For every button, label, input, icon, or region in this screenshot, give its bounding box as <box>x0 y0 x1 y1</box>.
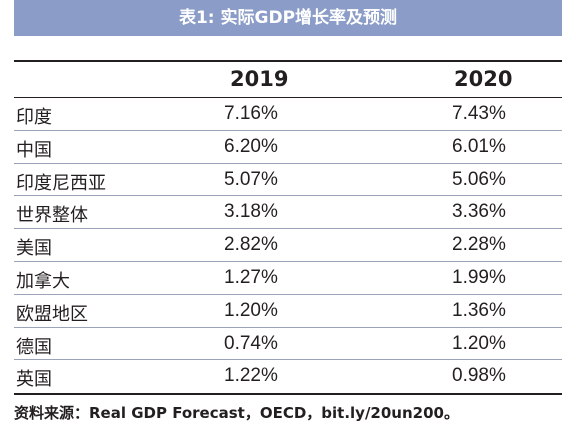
table-row: 美国 2.82% 2.28% <box>14 229 562 262</box>
bottom-rule <box>14 393 562 395</box>
table-row: 中国 6.20% 6.01% <box>14 131 562 164</box>
source-note: 资料来源：Real GDP Forecast，OECD，bit.ly/20un2… <box>14 404 459 422</box>
value-2019: 6.20% <box>224 135 278 157</box>
table-row: 印度 7.16% 7.43% <box>14 98 562 131</box>
top-rule <box>14 60 562 62</box>
row-label: 世界整体 <box>16 205 88 227</box>
value-2020: 1.99% <box>452 266 506 288</box>
value-2020: 6.01% <box>452 135 506 157</box>
value-2019: 5.07% <box>224 168 278 190</box>
value-2019: 3.18% <box>224 201 278 223</box>
value-2019: 1.27% <box>224 266 278 288</box>
table-body: 印度 7.16% 7.43% 中国 6.20% 6.01% 印度尼西亚 5.07… <box>14 98 562 393</box>
value-2019: 7.16% <box>224 103 278 124</box>
value-2020: 7.43% <box>452 103 506 124</box>
row-label: 欧盟地区 <box>16 303 88 325</box>
value-2019: 1.22% <box>224 365 278 387</box>
value-2019: 2.82% <box>224 234 278 256</box>
table-row: 加拿大 1.27% 1.99% <box>14 262 562 295</box>
column-header-2019: 2019 <box>230 67 289 91</box>
table-row: 印度尼西亚 5.07% 5.06% <box>14 164 562 197</box>
value-2020: 2.28% <box>452 234 506 256</box>
row-label: 美国 <box>16 238 52 260</box>
header-rule <box>14 97 562 98</box>
table-header: 2019 2020 <box>14 63 562 97</box>
value-2020: 5.06% <box>452 168 506 190</box>
table-row: 德国 0.74% 1.20% <box>14 328 562 361</box>
value-2020: 0.98% <box>452 365 506 387</box>
value-2020: 3.36% <box>452 201 506 223</box>
value-2019: 0.74% <box>224 332 278 354</box>
table-row: 世界整体 3.18% 3.36% <box>14 196 562 230</box>
value-2020: 1.36% <box>452 299 506 321</box>
value-2020: 1.20% <box>452 332 506 354</box>
table-title: 表1: 实际GDP增长率及预测 <box>14 0 562 36</box>
row-label: 印度 <box>16 107 52 128</box>
row-label: 中国 <box>16 139 52 161</box>
column-header-2020: 2020 <box>454 67 513 91</box>
row-label: 加拿大 <box>16 270 70 292</box>
row-label: 印度尼西亚 <box>16 172 106 194</box>
value-2019: 1.20% <box>224 299 278 321</box>
table-row: 英国 1.22% 0.98% <box>14 360 562 393</box>
row-label: 英国 <box>16 369 52 391</box>
table-row: 欧盟地区 1.20% 1.36% <box>14 295 562 328</box>
row-label: 德国 <box>16 336 52 358</box>
